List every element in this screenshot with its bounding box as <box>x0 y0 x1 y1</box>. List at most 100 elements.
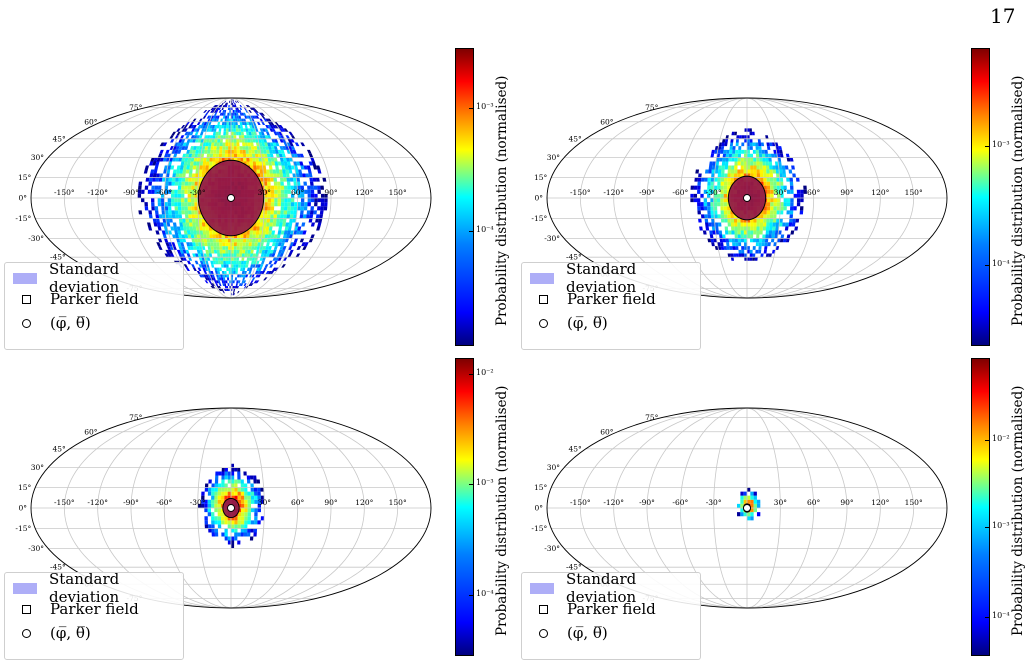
heatmap-cell <box>222 253 226 258</box>
heatmap-cell <box>283 142 289 147</box>
heatmap-cell <box>779 238 784 243</box>
heatmap-cell <box>265 246 269 250</box>
heatmap-cell <box>209 118 213 122</box>
heatmap-cell <box>212 230 216 235</box>
heatmap-cell <box>235 131 239 136</box>
heatmap-cell <box>268 149 273 154</box>
heatmap-cell <box>720 173 725 178</box>
heatmap-cell <box>729 246 733 250</box>
heatmap-cell <box>242 246 246 250</box>
lon-tick-label: -30° <box>706 188 722 197</box>
heatmap-cell <box>256 271 261 275</box>
heatmap-cell <box>246 475 251 480</box>
heatmap-cell <box>267 135 272 139</box>
heatmap-cell <box>171 189 175 194</box>
heatmap-cell <box>233 257 237 261</box>
heatmap-cell <box>790 206 794 211</box>
heatmap-cell <box>257 499 261 504</box>
heatmap-cell <box>216 142 220 147</box>
heatmap-cell <box>256 226 260 231</box>
heatmap-cell <box>276 173 280 178</box>
heatmap-cell <box>226 286 229 289</box>
heatmap-cell <box>186 165 191 170</box>
heatmap-cell <box>178 218 183 223</box>
heatmap-cell <box>212 157 216 162</box>
heatmap-cell <box>723 149 727 154</box>
heatmap-cell <box>747 146 750 150</box>
heatmap-cell <box>743 226 747 231</box>
heatmap-cell <box>723 185 728 190</box>
heatmap-cell <box>770 153 775 158</box>
heatmap-cell <box>274 189 278 194</box>
heatmap-cell <box>203 121 208 125</box>
heatmap-cell <box>749 238 754 243</box>
lon-tick-label: -90° <box>123 498 139 507</box>
heatmap-cell <box>148 214 153 219</box>
heatmap-cell <box>265 118 270 122</box>
heatmap-cell <box>240 499 245 504</box>
lon-tick-label: -60° <box>156 188 172 197</box>
heatmap-cell <box>159 149 164 154</box>
heatmap-cell <box>758 242 762 247</box>
heatmap-cell <box>286 214 291 219</box>
heatmap-cell <box>228 104 230 108</box>
heatmap-cell <box>219 112 223 116</box>
heatmap-cell <box>223 264 227 268</box>
heatmap-cell <box>756 230 760 235</box>
heatmap-cell <box>185 142 190 147</box>
heatmap-cell <box>177 149 182 154</box>
heatmap-cell <box>759 165 763 170</box>
heatmap-cell <box>227 520 231 525</box>
heatmap-cell <box>182 222 187 227</box>
heatmap-cell <box>690 185 695 190</box>
heatmap-cell <box>270 210 275 215</box>
heatmap-cell <box>237 491 241 496</box>
heatmap-cell <box>215 118 219 122</box>
heatmap-cell <box>265 131 270 136</box>
heatmap-cell <box>138 210 143 215</box>
heatmap-cell <box>713 189 718 194</box>
heatmap-cell <box>727 173 731 178</box>
heatmap-cell <box>233 131 237 136</box>
heatmap-cell <box>244 491 248 496</box>
heatmap-cell <box>290 146 296 150</box>
heatmap-cell <box>182 218 186 223</box>
heatmap-cell <box>752 253 756 258</box>
heatmap-cell <box>763 173 767 178</box>
heatmap-cell <box>727 214 731 219</box>
heatmap-cell <box>181 198 185 203</box>
heatmap-cell <box>738 249 742 254</box>
heatmap-cell <box>164 202 168 207</box>
heatmap-cell <box>762 234 766 239</box>
heatmap-cell <box>223 112 226 116</box>
heatmap-cell <box>740 169 744 174</box>
lat-tick-label: -15° <box>531 524 547 533</box>
heatmap-cell <box>750 234 754 239</box>
heatmap-cell <box>776 153 781 158</box>
heatmap-cell <box>187 246 192 250</box>
heatmap-cell <box>249 267 253 272</box>
heatmap-cell <box>726 242 730 247</box>
heatmap-cell <box>750 165 754 170</box>
heatmap-cell <box>324 193 328 198</box>
heatmap-cell <box>165 177 170 182</box>
heatmap-cell <box>758 142 762 147</box>
heatmap-cell <box>242 146 246 150</box>
heatmap-cell <box>224 118 227 122</box>
heatmap-cell <box>747 226 751 231</box>
heatmap-cell <box>762 226 767 231</box>
heatmap-cell <box>212 238 217 243</box>
heatmap-cell <box>741 149 745 154</box>
heatmap-cell <box>750 495 754 500</box>
heatmap-cell <box>309 177 314 182</box>
heatmap-cell <box>178 246 183 250</box>
heatmap-cell <box>263 138 268 143</box>
heatmap-cell <box>278 124 284 129</box>
heatmap-cell <box>776 218 780 223</box>
heatmap-cell <box>207 524 212 529</box>
heatmap-cell <box>224 115 228 119</box>
heatmap-cell <box>720 177 725 182</box>
heatmap-cell <box>296 246 302 250</box>
heatmap-cell <box>251 135 256 139</box>
heatmap-cell <box>196 234 201 239</box>
